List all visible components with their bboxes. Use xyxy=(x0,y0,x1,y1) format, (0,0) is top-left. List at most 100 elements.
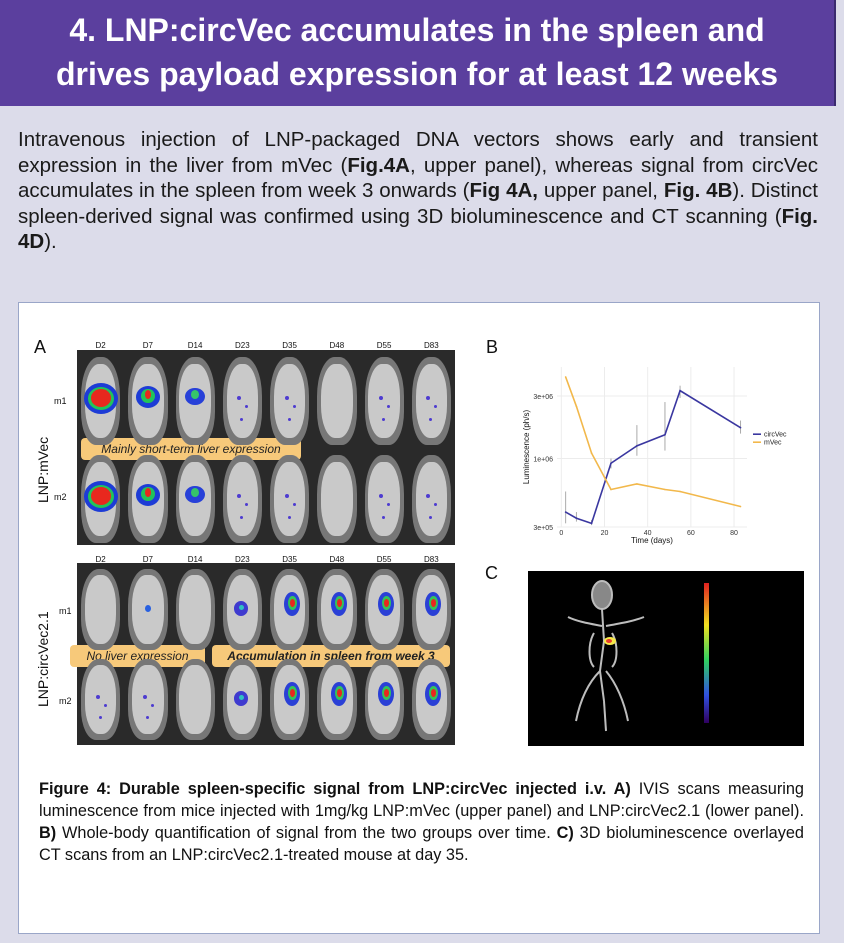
mouse-scan xyxy=(175,569,215,650)
signal-blob xyxy=(429,516,433,520)
data-point xyxy=(610,488,612,491)
intro-text: upper panel, xyxy=(537,179,664,202)
series-line-mVec xyxy=(564,376,741,508)
data-point xyxy=(636,483,638,485)
signal-blob xyxy=(239,605,245,611)
signal-blob xyxy=(384,688,390,698)
day-label: D23 xyxy=(235,341,250,350)
intro-ref: Fig.4A xyxy=(347,153,410,177)
signal-blob xyxy=(144,390,151,399)
mouse-scan xyxy=(364,455,404,543)
signal-blob xyxy=(426,396,431,401)
signal-blob xyxy=(245,503,249,507)
day-label: D2 xyxy=(95,555,106,564)
signal-blob xyxy=(103,703,107,707)
data-point xyxy=(636,445,638,447)
data-point xyxy=(679,389,681,392)
mouse-scan xyxy=(270,455,310,543)
signal-blob xyxy=(239,695,245,701)
mouse-scan xyxy=(317,357,357,445)
legend-label: mVec xyxy=(764,440,782,447)
data-point xyxy=(610,462,612,465)
day-label: D83 xyxy=(424,555,439,564)
signal-blob xyxy=(245,405,249,409)
day-label: D35 xyxy=(282,555,297,564)
caption-ref: B) xyxy=(39,824,57,842)
data-point xyxy=(575,517,578,520)
day-label: D7 xyxy=(142,341,153,350)
section-title: 4. LNP:circVec accumulates in the spleen… xyxy=(0,0,834,96)
group-label-circvec: LNP:circVec2.1 xyxy=(35,611,51,707)
signal-blob xyxy=(387,405,391,409)
data-point xyxy=(590,522,593,525)
signal-blob xyxy=(387,503,391,507)
data-point xyxy=(739,505,742,508)
y-tick-label: 3e+06 xyxy=(533,394,553,401)
signal-blob xyxy=(191,390,200,399)
caption-ref: C) xyxy=(556,824,574,842)
group-label-mvec: LNP:mVec xyxy=(35,436,51,503)
mouse-scan xyxy=(175,659,215,740)
ct-colorbar xyxy=(704,583,709,723)
x-tick-label: 0 xyxy=(559,530,563,537)
signal-blob xyxy=(98,715,102,719)
mouse-scan xyxy=(270,357,310,445)
signal-blob xyxy=(434,405,438,409)
signal-blob xyxy=(289,688,295,698)
signal-blob xyxy=(145,715,149,719)
x-tick-label: 20 xyxy=(601,530,609,537)
mouse-scan xyxy=(222,357,262,445)
caption-text: 3D bioluminescence overlayed CT scans fr… xyxy=(39,824,804,864)
signal-blob xyxy=(379,494,384,499)
data-point xyxy=(664,433,666,436)
day-label: D14 xyxy=(187,341,203,350)
panel-a-label: A xyxy=(34,337,47,357)
signal-blob xyxy=(95,695,100,700)
intro-text: , upper panel), whereas signal from circ… xyxy=(18,153,818,203)
mouse-scan xyxy=(411,357,451,445)
signal-blob xyxy=(240,516,244,520)
signal-blob xyxy=(237,396,242,401)
intro-text: ). Distinct spleen-derived signal was co… xyxy=(18,179,818,228)
data-point xyxy=(739,426,742,429)
day-label: D7 xyxy=(142,555,153,564)
intro-ref: Fig. 4D xyxy=(18,204,818,254)
day-label: D48 xyxy=(329,341,345,350)
signal-blob xyxy=(336,688,342,698)
mouse-label-m1-upper: m1 xyxy=(54,396,67,406)
data-point xyxy=(564,511,567,513)
signal-blob xyxy=(292,503,296,507)
signal-blob xyxy=(150,703,154,707)
legend-label: circVec xyxy=(764,432,787,439)
signal-blob xyxy=(284,396,289,401)
x-tick-label: 80 xyxy=(730,530,738,537)
poster-section-header: 4. LNP:circVec accumulates in the spleen… xyxy=(0,0,836,106)
day-label: D23 xyxy=(235,555,250,564)
intro-paragraph: Intravenous injection of LNP-packaged DN… xyxy=(18,127,818,255)
section-title-line2: drives payload expression for at least 1… xyxy=(55,56,779,92)
panel-c-label: C xyxy=(485,563,498,583)
day-label: D48 xyxy=(329,555,345,564)
signal-blob xyxy=(90,389,111,407)
signal-blob xyxy=(382,516,386,520)
ct-skeleton-graphic xyxy=(567,580,709,732)
day-label: D14 xyxy=(187,555,203,564)
intro-text: Intravenous injection of LNP-packaged DN… xyxy=(18,128,818,177)
signal-blob xyxy=(384,598,390,608)
signal-blob xyxy=(90,487,111,505)
x-tick-label: 60 xyxy=(687,530,695,537)
signal-blob xyxy=(287,418,291,422)
mouse-scan xyxy=(128,659,168,740)
caption-title: Figure 4: Durable spleen-specific signal… xyxy=(39,780,631,798)
ct-scan-image xyxy=(528,571,804,746)
signal-blob xyxy=(426,494,431,499)
signal-blob xyxy=(431,598,437,608)
x-axis-title: Time (days) xyxy=(631,536,673,545)
mouse-scan xyxy=(317,455,357,543)
figure-panel: A B C D2 D7 D14 D23 D35 D48 D55 D83 LNP:mVec m1… xyxy=(18,302,820,934)
signal-blob xyxy=(284,494,289,499)
signal-blob xyxy=(382,418,386,422)
figure-caption: Figure 4: Durable spleen-specific signal… xyxy=(39,778,804,866)
mouse-label-m1-lower: m1 xyxy=(59,606,72,616)
day-label: D55 xyxy=(376,341,392,350)
